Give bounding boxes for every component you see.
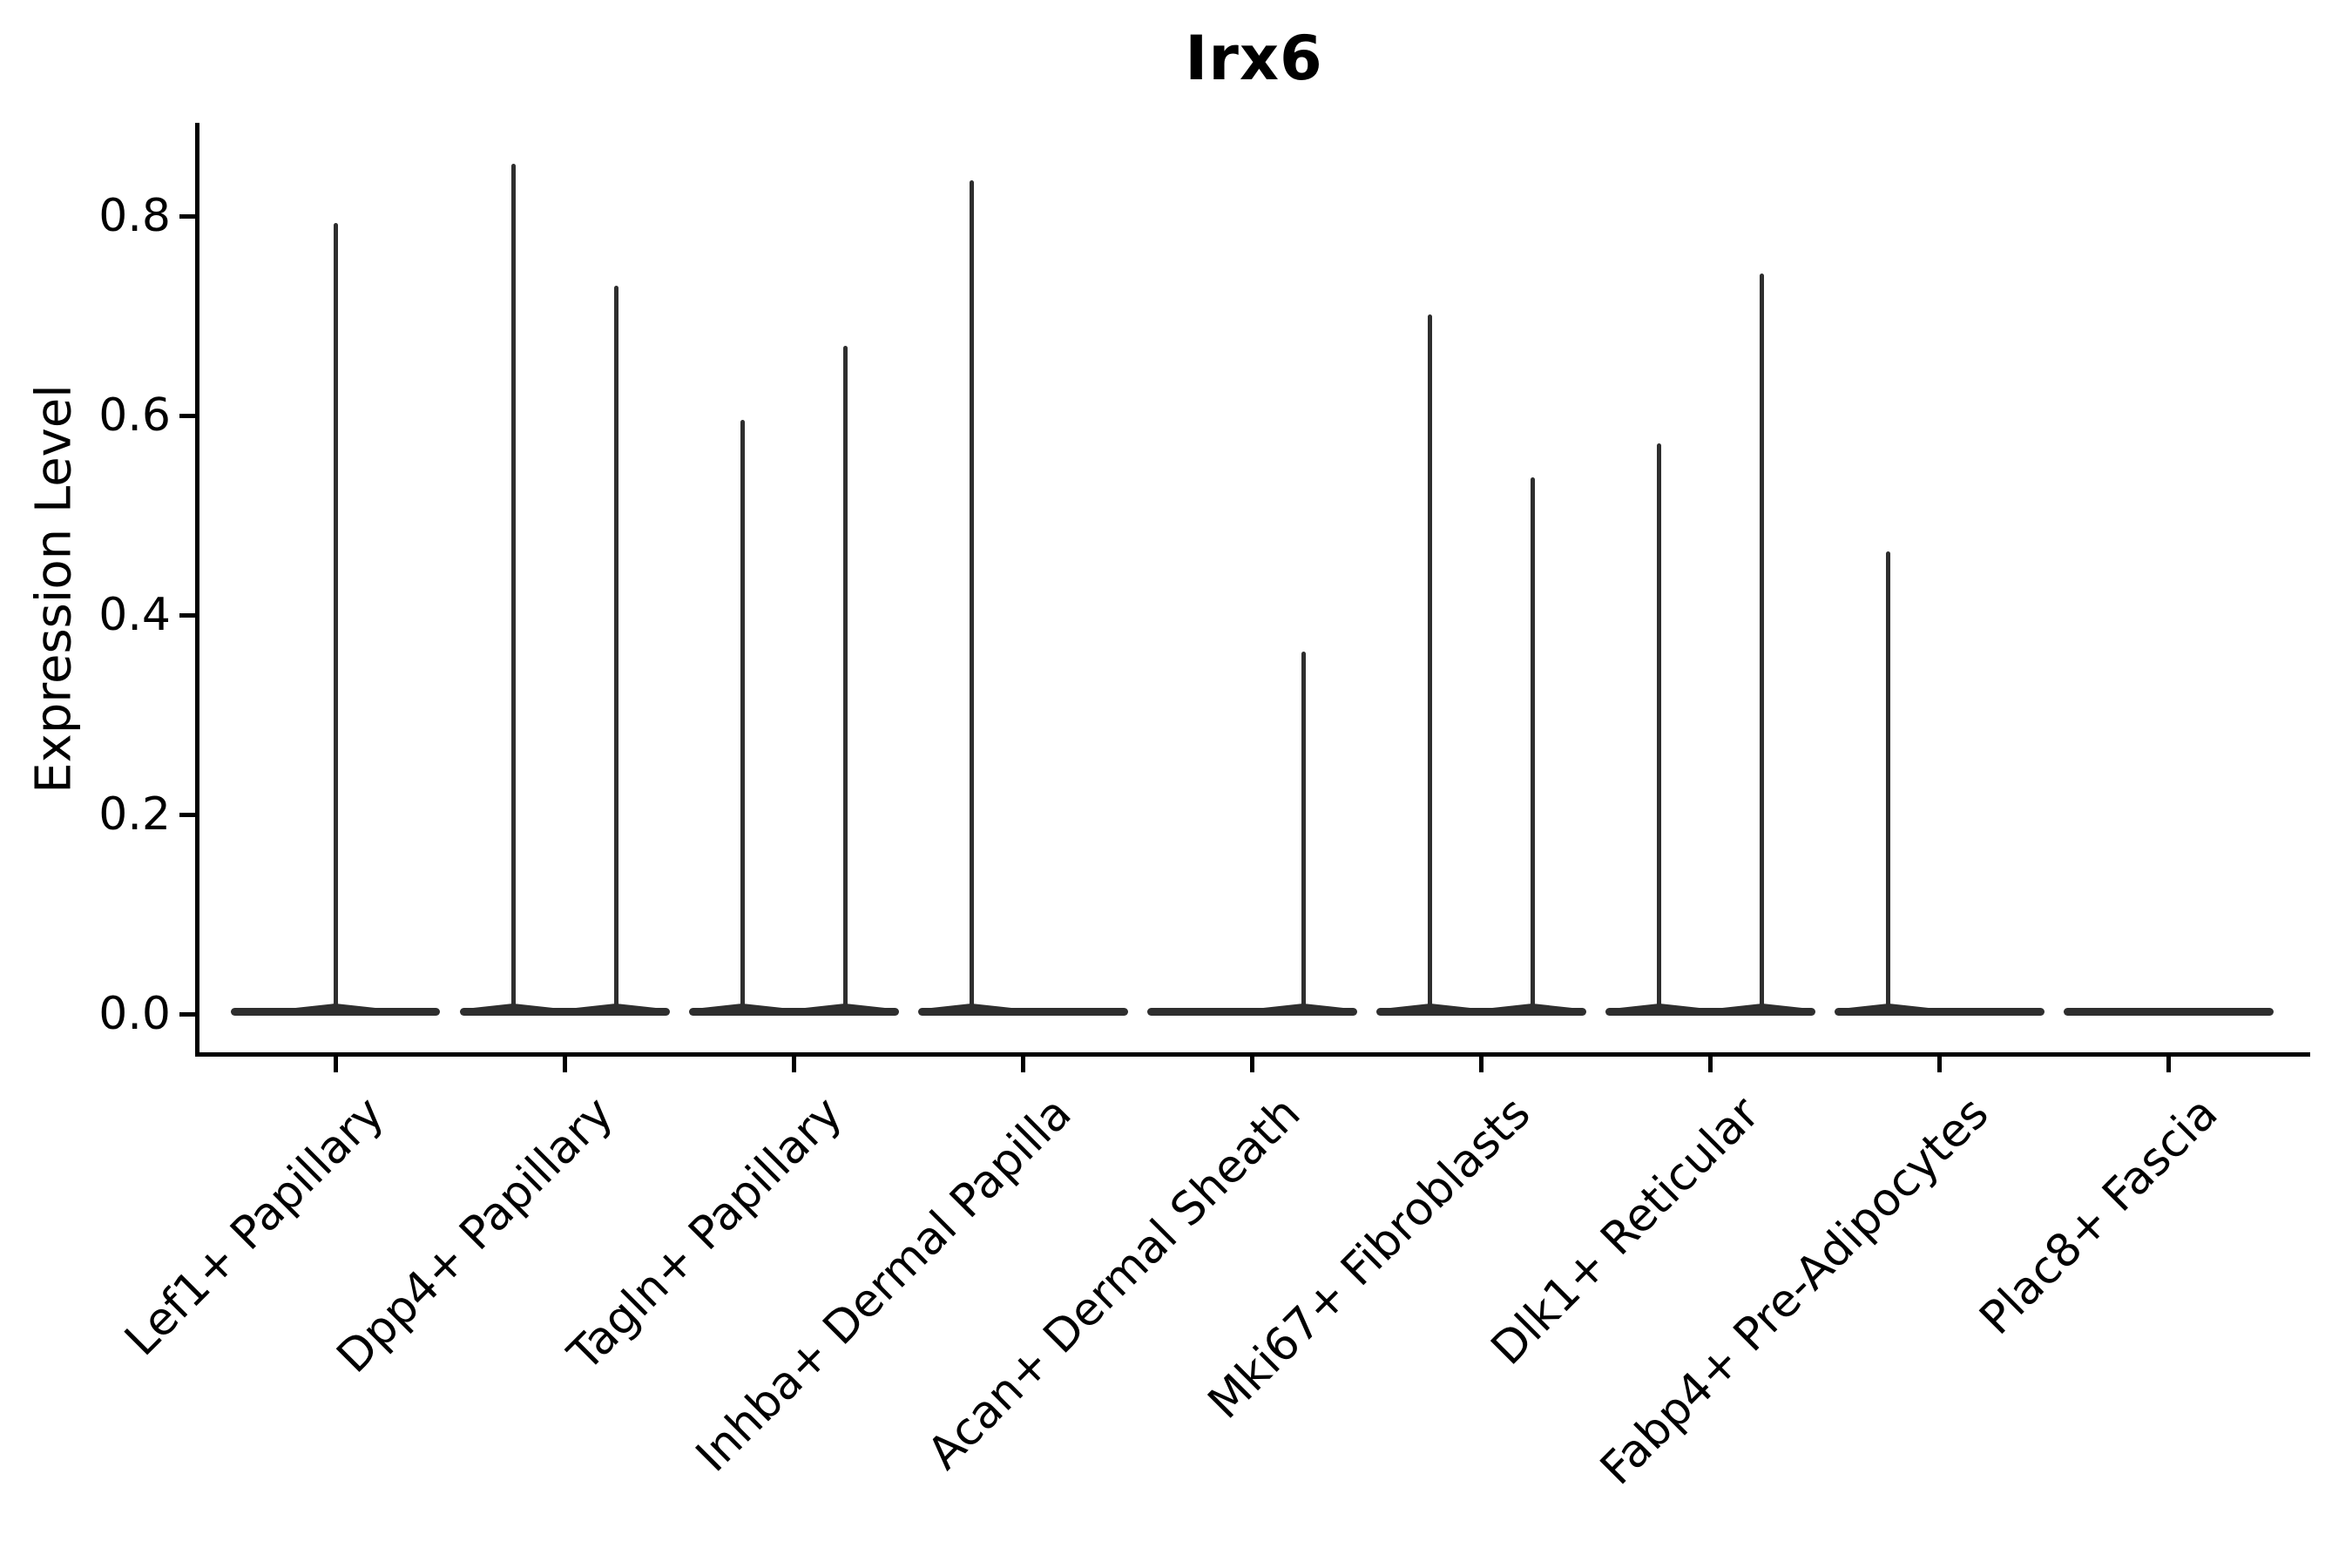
violin-base — [1835, 1008, 2045, 1016]
x-axis-category-label: Fabp4+ Pre-Adipocytes — [1590, 1087, 1999, 1496]
violin-base — [459, 1008, 670, 1016]
x-axis-tick — [333, 1057, 338, 1072]
violin-spike — [510, 164, 516, 1016]
chart-title: Irx6 — [1185, 23, 1323, 94]
violin-spike — [969, 179, 974, 1016]
violin-spike — [613, 286, 618, 1016]
x-axis-category-label: Inhba+ Dermal Papilla — [686, 1087, 1082, 1483]
violin-base — [1146, 1008, 1357, 1016]
y-axis-tick — [179, 413, 195, 418]
x-axis-tick — [1249, 1057, 1254, 1072]
violin-spike — [1886, 551, 1891, 1016]
violin-spike — [740, 419, 745, 1016]
x-axis-category-label: Plac8+ Fascia — [1970, 1087, 2228, 1345]
x-axis-tick — [1020, 1057, 1025, 1072]
violin-base — [1376, 1008, 1586, 1016]
x-axis-line — [195, 1052, 2310, 1057]
x-axis-tick — [791, 1057, 796, 1072]
violin-base — [688, 1008, 899, 1016]
violin-spike — [1301, 652, 1306, 1016]
violin-spike — [1657, 443, 1662, 1016]
y-axis-tick — [179, 612, 195, 618]
violin-spike — [842, 345, 848, 1016]
x-axis-category-label: Dlk1+ Reticular — [1481, 1087, 1770, 1375]
x-axis-tick — [2166, 1057, 2172, 1072]
x-axis-tick — [1479, 1057, 1484, 1072]
y-axis-tick-label: 0.6 — [98, 389, 171, 442]
y-axis-tick-label: 0.8 — [98, 190, 171, 242]
y-axis-tick-label: 0.0 — [98, 988, 171, 1040]
x-axis-tick — [562, 1057, 567, 1072]
violin-spike — [1530, 476, 1535, 1016]
violin-spike — [333, 223, 338, 1016]
violin-spike — [1428, 314, 1433, 1016]
x-axis-tick — [1708, 1057, 1713, 1072]
y-axis-tick-label: 0.4 — [98, 589, 171, 641]
x-axis-category-label: Mki67+ Fibroblasts — [1198, 1087, 1540, 1429]
violin-base — [1605, 1008, 1816, 1016]
x-axis-category-label: Acan+ Dermal Sheath — [918, 1087, 1311, 1480]
x-axis-category-label: Dpp4+ Papillary — [327, 1087, 624, 1383]
y-axis-tick — [179, 213, 195, 219]
y-axis-tick — [179, 812, 195, 817]
violin-base — [2064, 1008, 2274, 1016]
y-axis-line — [195, 123, 199, 1057]
violin-base — [917, 1008, 1128, 1016]
x-axis-tick — [1937, 1057, 1943, 1072]
x-axis-category-label: Tagln+ Papillary — [558, 1087, 853, 1382]
y-axis-tick — [179, 1011, 195, 1017]
y-axis-tick-label: 0.2 — [98, 788, 171, 841]
violin-spike — [1760, 274, 1765, 1016]
